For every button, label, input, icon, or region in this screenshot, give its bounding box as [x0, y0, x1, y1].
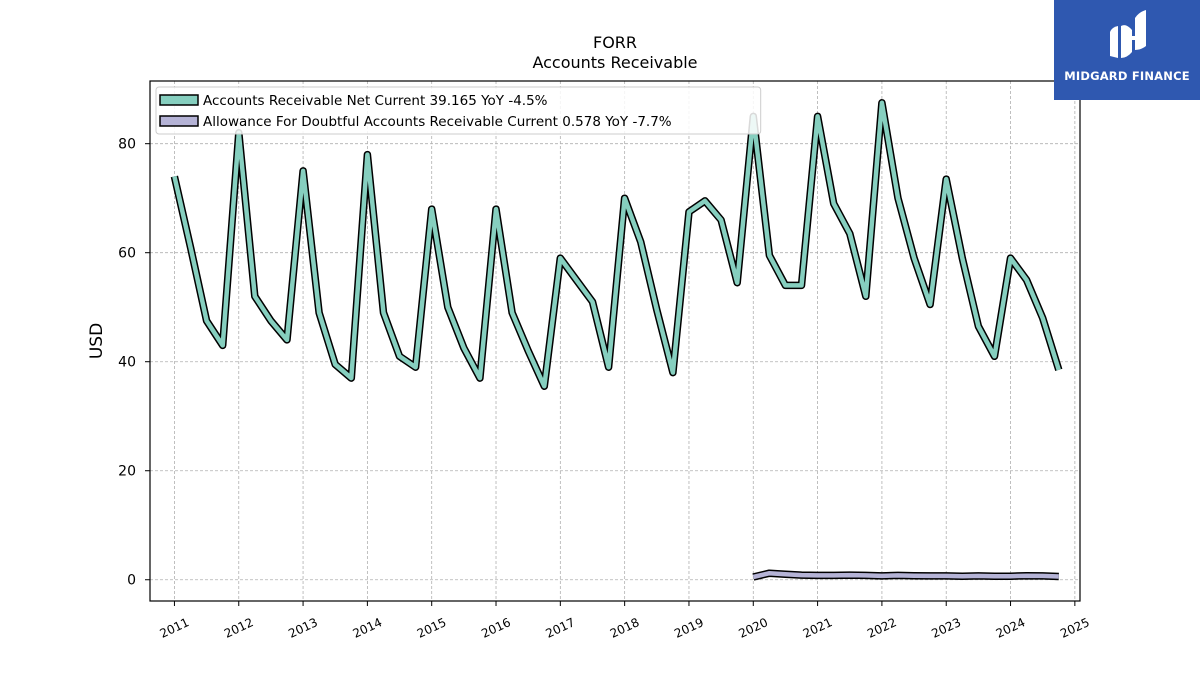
- legend-swatch-1: [159, 94, 199, 106]
- brand-logo: MIDGARD FINANCE: [1054, 0, 1200, 100]
- series-outline-1: [170, 99, 1063, 390]
- x-tick-label: 2014: [351, 615, 385, 641]
- x-tick-label: 2025: [1058, 615, 1092, 641]
- legend-label-1: Accounts Receivable Net Current 39.165 Y…: [203, 93, 548, 109]
- grid: [150, 81, 1080, 601]
- y-tick-label: 20: [118, 464, 136, 480]
- y-tick-label: 60: [118, 246, 136, 262]
- brand-name: MIDGARD FINANCE: [1064, 69, 1190, 83]
- x-tick-label: 2011: [158, 615, 192, 641]
- x-tick-label: 2019: [672, 615, 706, 641]
- y-tick-label: 0: [127, 573, 136, 589]
- x-tick-label: 2016: [479, 615, 513, 641]
- x-tick-label: 2013: [286, 615, 320, 641]
- series-line-1: [172, 100, 1061, 389]
- x-tick-label: 2024: [994, 615, 1028, 641]
- series-line-2: [752, 570, 1059, 580]
- chart-subtitle: Accounts Receivable: [532, 53, 697, 72]
- x-tick-label: 2023: [929, 615, 963, 641]
- x-tick-label: 2017: [544, 615, 578, 641]
- x-tick-label: 2012: [222, 615, 256, 641]
- chart-title: FORR: [593, 33, 637, 52]
- x-tick-label: 2022: [865, 615, 899, 641]
- plot-frame: [149, 80, 1081, 602]
- x-tick-label: 2018: [608, 615, 642, 641]
- x-tick-label: 2015: [415, 615, 449, 641]
- legend-label-2: Allowance For Doubtful Accounts Receivab…: [203, 114, 672, 130]
- y-tick-label: 40: [118, 355, 136, 371]
- legend: Accounts Receivable Net Current 39.165 Y…: [155, 86, 762, 135]
- brand-mark-icon: [1110, 10, 1146, 59]
- series-layer: [170, 99, 1063, 581]
- y-tick-label: 80: [118, 137, 136, 153]
- x-tick-label: 2020: [736, 615, 770, 641]
- y-axis-label: USD: [87, 323, 107, 359]
- legend-swatch-2: [159, 115, 199, 127]
- legend-box: [155, 86, 762, 135]
- x-tick-label: 2021: [801, 615, 835, 641]
